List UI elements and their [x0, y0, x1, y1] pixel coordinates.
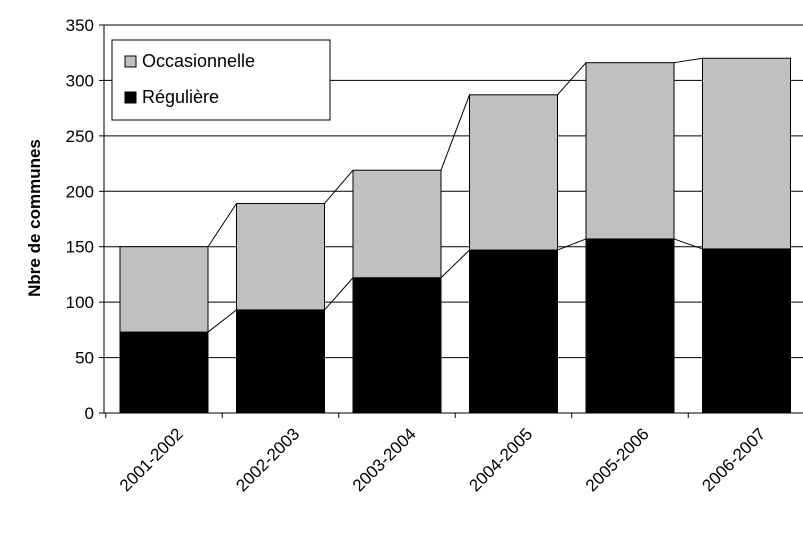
legend-swatch-reguliere: [124, 91, 137, 104]
series-line: [207, 203, 237, 247]
legend-swatch-occasionnelle: [124, 55, 137, 68]
axes: [103, 25, 803, 414]
bar-reguliere-2002-2003: [236, 309, 325, 414]
y-tick-label: 350: [66, 16, 94, 35]
bar-reguliere-2003-2004: [352, 277, 442, 414]
series-line: [673, 238, 703, 250]
x-tick-labels: 2001-2002 2002-2003 2003-2004 2004-2005 2005…: [105, 413, 769, 495]
y-tick-label: 200: [66, 182, 94, 201]
legend: Occasionnelle Régulière: [111, 39, 331, 121]
bar-occasionnelle-2002-2003: [236, 202, 325, 311]
series-line: [324, 169, 354, 204]
y-axis-title: Nbre de communes: [25, 139, 44, 297]
x-tick-label: 2005-2006: [582, 424, 653, 495]
bars: [119, 57, 791, 414]
y-tick-label: 50: [75, 349, 94, 368]
series-line: [207, 309, 237, 333]
y-tick-label: 150: [66, 238, 94, 257]
series-line: [673, 57, 703, 64]
series-connector-lines: [207, 57, 703, 333]
bar-reguliere-2005-2006: [585, 238, 675, 414]
legend-box: [111, 39, 331, 121]
bar-reguliere-2004-2005: [469, 249, 558, 414]
y-tick-labels: 0 50 100 150 200 250 300 350: [66, 16, 104, 423]
bar-occasionnelle-2005-2006: [585, 62, 675, 240]
bar-reguliere-2006-2007: [702, 248, 791, 414]
series-line: [557, 62, 587, 96]
x-tick-label: 2001-2002: [116, 424, 187, 495]
series-line: [324, 277, 354, 311]
series-line: [440, 249, 470, 279]
y-tick-label: 300: [66, 71, 94, 90]
series-line: [557, 238, 587, 251]
y-tick-label: 250: [66, 127, 94, 146]
legend-label-occasionnelle: Occasionnelle: [142, 51, 255, 71]
legend-label-reguliere: Régulière: [142, 87, 219, 107]
series-line: [440, 94, 470, 171]
y-tick-label: 0: [85, 404, 94, 423]
bar-occasionnelle-2004-2005: [469, 94, 558, 251]
x-tick-label: 2002-2003: [232, 424, 303, 495]
bar-reguliere-2001-2002: [119, 331, 209, 414]
y-tick-label: 100: [66, 293, 94, 312]
bar-occasionnelle-2003-2004: [352, 169, 442, 279]
x-tick-label: 2006-2007: [698, 424, 769, 495]
x-tick-label: 2003-2004: [349, 424, 420, 495]
x-tick-label: 2004-2005: [465, 424, 536, 495]
bar-occasionnelle-2006-2007: [702, 57, 791, 250]
bar-occasionnelle-2001-2002: [119, 246, 209, 333]
